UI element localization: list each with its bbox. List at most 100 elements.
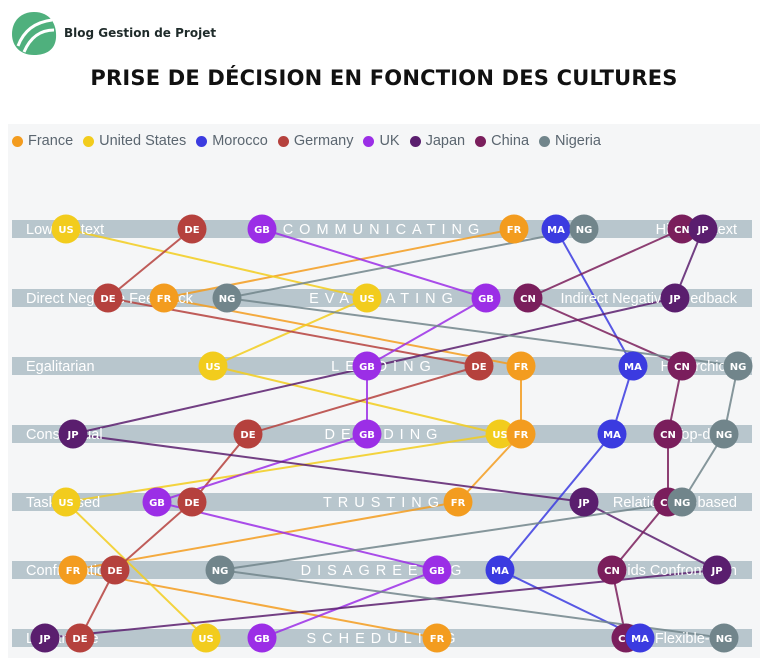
marker-fr[interactable]: FR: [149, 283, 179, 313]
marker-dot: [667, 487, 697, 517]
marker-gb[interactable]: GB: [471, 283, 501, 313]
marker-code: JP: [66, 430, 78, 441]
marker-jp[interactable]: JP: [58, 419, 88, 449]
marker-code: DE: [184, 225, 199, 236]
marker-code: CN: [604, 566, 620, 577]
marker-gb[interactable]: GB: [247, 214, 277, 244]
marker-jp[interactable]: JP: [702, 555, 732, 585]
marker-dot: [191, 623, 221, 653]
marker-ma[interactable]: MA: [541, 214, 571, 244]
marker-code: DE: [107, 566, 122, 577]
marker-code: GB: [429, 566, 445, 577]
marker-gb[interactable]: GB: [422, 555, 452, 585]
marker-us[interactable]: US: [51, 487, 81, 517]
marker-dot: [247, 214, 277, 244]
scale-name: LEADING: [331, 359, 437, 375]
marker-de[interactable]: DE: [233, 419, 263, 449]
marker-dot: [618, 351, 648, 381]
marker-code: FR: [514, 362, 529, 373]
marker-code: FR: [66, 566, 81, 577]
scale-name: TRUSTING: [323, 495, 445, 511]
marker-dot: [597, 419, 627, 449]
marker-ma[interactable]: MA: [485, 555, 515, 585]
marker-dot: [723, 351, 753, 381]
marker-de[interactable]: DE: [177, 214, 207, 244]
legend-item-cn[interactable]: China: [475, 130, 529, 152]
legend-item-fr[interactable]: France: [12, 130, 73, 152]
marker-gb[interactable]: GB: [247, 623, 277, 653]
marker-fr[interactable]: FR: [58, 555, 88, 585]
legend-dot: [277, 135, 289, 147]
marker-jp[interactable]: JP: [30, 623, 60, 653]
marker-fr[interactable]: FR: [499, 214, 529, 244]
marker-de[interactable]: DE: [65, 623, 95, 653]
marker-cn[interactable]: CN: [667, 351, 697, 381]
marker-code: CN: [674, 225, 690, 236]
marker-ng[interactable]: NG: [205, 555, 235, 585]
marker-code: US: [58, 225, 73, 236]
legend-item-ng[interactable]: Nigeria: [539, 130, 601, 152]
marker-de[interactable]: DE: [464, 351, 494, 381]
legend-item-de[interactable]: Germany: [277, 130, 353, 152]
marker-code: JP: [668, 294, 680, 305]
legend-dot: [475, 135, 487, 147]
marker-us[interactable]: US: [198, 351, 228, 381]
marker-ng[interactable]: NG: [569, 214, 599, 244]
marker-ma[interactable]: MA: [625, 623, 655, 653]
marker-cn[interactable]: CN: [597, 555, 627, 585]
marker-jp[interactable]: JP: [688, 214, 718, 244]
marker-code: JP: [710, 566, 722, 577]
marker-ng[interactable]: NG: [212, 283, 242, 313]
marker-ng[interactable]: NG: [709, 623, 739, 653]
marker-ng[interactable]: NG: [723, 351, 753, 381]
marker-code: CN: [520, 294, 536, 305]
marker-gb[interactable]: GB: [352, 419, 382, 449]
marker-dot: [233, 419, 263, 449]
marker-code: CN: [660, 430, 676, 441]
marker-ng[interactable]: NG: [709, 419, 739, 449]
marker-de[interactable]: DE: [93, 283, 123, 313]
marker-code: US: [205, 362, 220, 373]
marker-dot: [422, 623, 452, 653]
marker-dot: [93, 283, 123, 313]
marker-jp[interactable]: JP: [660, 283, 690, 313]
marker-dot: [352, 351, 382, 381]
marker-code: NG: [219, 294, 236, 305]
marker-dot: [541, 214, 571, 244]
marker-dot: [177, 487, 207, 517]
marker-gb[interactable]: GB: [352, 351, 382, 381]
marker-de[interactable]: DE: [177, 487, 207, 517]
marker-us[interactable]: US: [352, 283, 382, 313]
marker-dot: [569, 487, 599, 517]
marker-ma[interactable]: MA: [597, 419, 627, 449]
marker-de[interactable]: DE: [100, 555, 130, 585]
marker-ng[interactable]: NG: [667, 487, 697, 517]
marker-fr[interactable]: FR: [506, 419, 536, 449]
marker-cn[interactable]: CN: [653, 419, 683, 449]
marker-us[interactable]: US: [485, 419, 515, 449]
marker-ma[interactable]: MA: [618, 351, 648, 381]
marker-dot: [65, 623, 95, 653]
marker-code: GB: [359, 430, 375, 441]
legend-item-us[interactable]: United States: [83, 130, 186, 152]
marker-dot: [709, 623, 739, 653]
marker-fr[interactable]: FR: [506, 351, 536, 381]
scale-name: COMMUNICATING: [283, 222, 486, 238]
legend-item-gb[interactable]: UK: [363, 130, 400, 152]
marker-dot: [485, 555, 515, 585]
marker-gb[interactable]: GB: [142, 487, 172, 517]
marker-jp[interactable]: JP: [569, 487, 599, 517]
legend-item-jp[interactable]: Japan: [409, 130, 465, 152]
legend-dot: [539, 135, 551, 147]
legend-item-ma[interactable]: Morocco: [196, 130, 268, 152]
legend-dot: [409, 135, 421, 147]
marker-fr[interactable]: FR: [422, 623, 452, 653]
marker-dot: [513, 283, 543, 313]
marker-us[interactable]: US: [51, 214, 81, 244]
line-us: [63, 228, 501, 639]
marker-cn[interactable]: CN: [513, 283, 543, 313]
marker-fr[interactable]: FR: [443, 487, 473, 517]
marker-cn[interactable]: CN: [667, 214, 697, 244]
marker-code: MA: [491, 566, 509, 577]
marker-us[interactable]: US: [191, 623, 221, 653]
